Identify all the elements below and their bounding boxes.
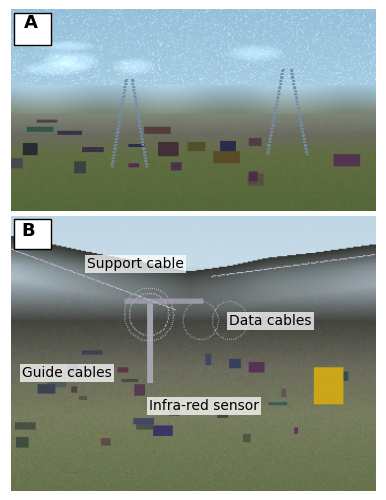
- Text: A: A: [24, 14, 37, 32]
- Text: Data cables: Data cables: [229, 314, 312, 328]
- Text: Infra-red sensor: Infra-red sensor: [149, 399, 259, 413]
- Text: B: B: [22, 222, 36, 240]
- Text: Support cable: Support cable: [87, 258, 184, 272]
- FancyBboxPatch shape: [14, 219, 51, 250]
- Text: Guide cables: Guide cables: [22, 366, 112, 380]
- FancyBboxPatch shape: [14, 13, 51, 46]
